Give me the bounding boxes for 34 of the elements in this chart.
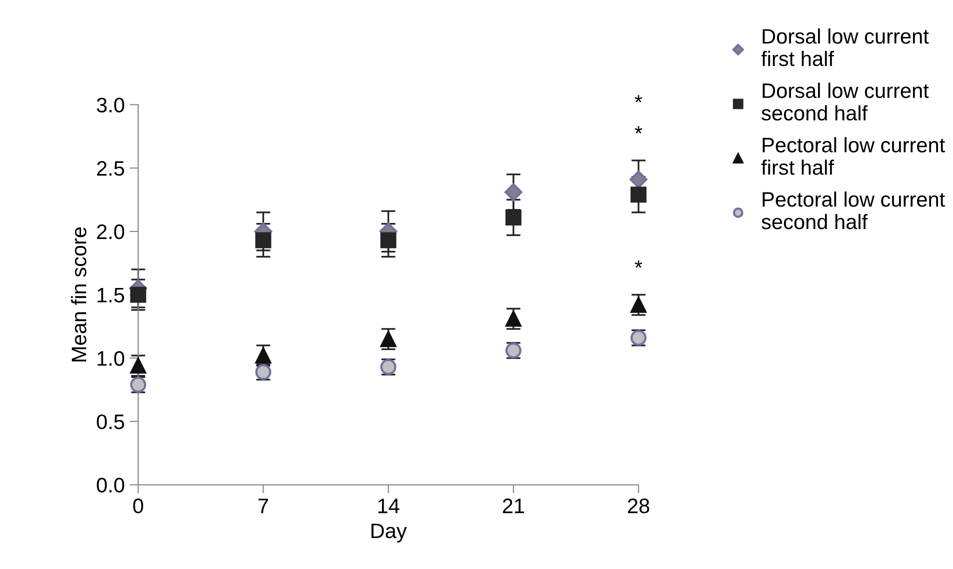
legend-label: Dorsal low current second half [762,82,929,121]
x-tick-label: 21 [502,498,524,514]
point [130,358,146,374]
point [630,186,646,203]
y-axis-title: Mean fin score [71,227,86,362]
y-tick-label: 2.0 [97,224,124,240]
x-tick-label: 0 [133,498,144,514]
point [130,376,146,393]
legend-label: Pectoral low current second half [762,192,945,230]
point [380,232,396,248]
point [255,232,272,248]
x-axis-title: Day [372,524,407,542]
y-tick-label: 1.0 [98,351,124,366]
point [380,331,396,348]
legend-label: Pectoral low current first half [761,137,945,175]
y-tick-label: 0.0 [96,478,124,493]
text: * [634,95,642,102]
annotation: * [634,126,642,134]
x-tick-label: 7 [258,498,268,514]
point [130,286,146,303]
y-tick-label: 3.0 [96,98,124,112]
point [504,183,522,202]
y-tick-label: 2.5 [97,161,124,176]
point [255,348,272,364]
legend-label: Dorsal low current first half [761,28,929,66]
point [630,296,646,313]
y-tick-label: 1.5 [98,288,124,302]
point [505,310,522,327]
y-tick-label: 0.5 [96,414,124,430]
point [630,170,648,188]
point [505,209,522,226]
x-tick-label: 28 [628,498,650,514]
x-tick-label: 14 [378,498,400,514]
annotation: * [634,260,642,268]
